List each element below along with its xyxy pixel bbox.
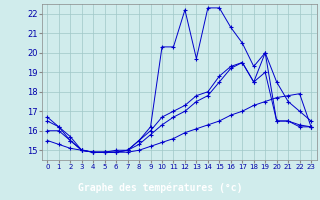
Text: Graphe des températures (°c): Graphe des températures (°c) — [78, 182, 242, 193]
